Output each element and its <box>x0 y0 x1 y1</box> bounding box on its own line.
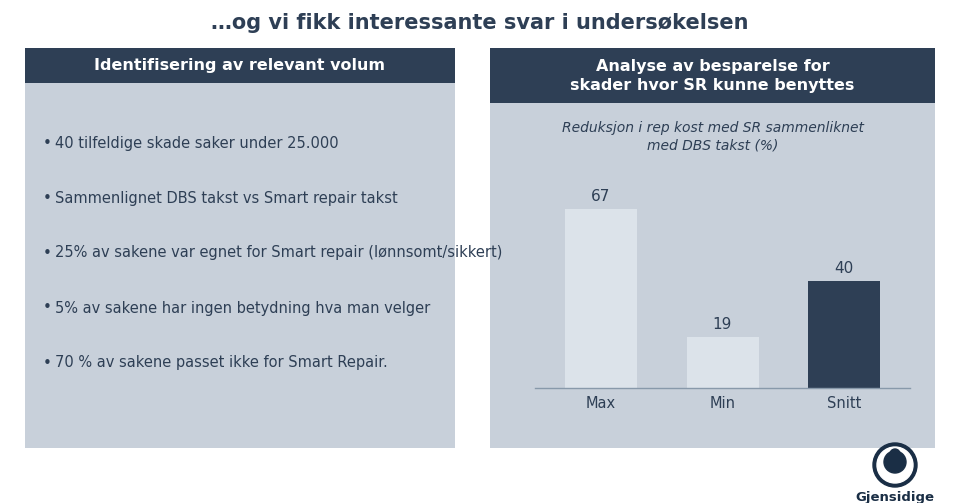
Circle shape <box>890 449 900 459</box>
Text: 19: 19 <box>713 317 732 332</box>
FancyBboxPatch shape <box>25 48 455 83</box>
FancyBboxPatch shape <box>25 48 455 448</box>
Text: •: • <box>43 135 52 150</box>
Text: 25% av sakene var egnet for Smart repair (lønnsomt/sikkert): 25% av sakene var egnet for Smart repair… <box>55 245 502 261</box>
Text: …og vi fikk interessante svar i undersøkelsen: …og vi fikk interessante svar i undersøk… <box>211 13 749 33</box>
Text: 67: 67 <box>591 189 611 204</box>
FancyBboxPatch shape <box>490 48 935 448</box>
Text: 5% av sakene har ingen betydning hva man velger: 5% av sakene har ingen betydning hva man… <box>55 300 430 315</box>
FancyBboxPatch shape <box>686 338 758 388</box>
Text: Analyse av besparelse for: Analyse av besparelse for <box>595 59 829 74</box>
Text: Snitt: Snitt <box>827 396 861 411</box>
FancyBboxPatch shape <box>564 209 636 388</box>
Text: med DBS takst (%): med DBS takst (%) <box>647 138 779 152</box>
Circle shape <box>877 447 913 483</box>
Text: 40 tilfeldige skade saker under 25.000: 40 tilfeldige skade saker under 25.000 <box>55 135 339 150</box>
Text: skader hvor SR kunne benyttes: skader hvor SR kunne benyttes <box>570 78 854 93</box>
Text: 70 % av sakene passet ikke for Smart Repair.: 70 % av sakene passet ikke for Smart Rep… <box>55 356 388 371</box>
Text: Min: Min <box>709 396 735 411</box>
Text: •: • <box>43 245 52 261</box>
Text: •: • <box>43 191 52 206</box>
Text: Max: Max <box>586 396 616 411</box>
Text: •: • <box>43 300 52 315</box>
Text: Identifisering av relevant volum: Identifisering av relevant volum <box>94 58 386 73</box>
Text: Gjensidige: Gjensidige <box>855 491 934 503</box>
Text: Sammenlignet DBS takst vs Smart repair takst: Sammenlignet DBS takst vs Smart repair t… <box>55 191 397 206</box>
Circle shape <box>884 451 906 473</box>
FancyBboxPatch shape <box>808 281 880 388</box>
Text: •: • <box>43 356 52 371</box>
Text: Reduksjon i rep kost med SR sammenliknet: Reduksjon i rep kost med SR sammenliknet <box>562 121 863 135</box>
Text: 40: 40 <box>834 262 853 276</box>
FancyBboxPatch shape <box>490 48 935 103</box>
Circle shape <box>873 443 917 487</box>
